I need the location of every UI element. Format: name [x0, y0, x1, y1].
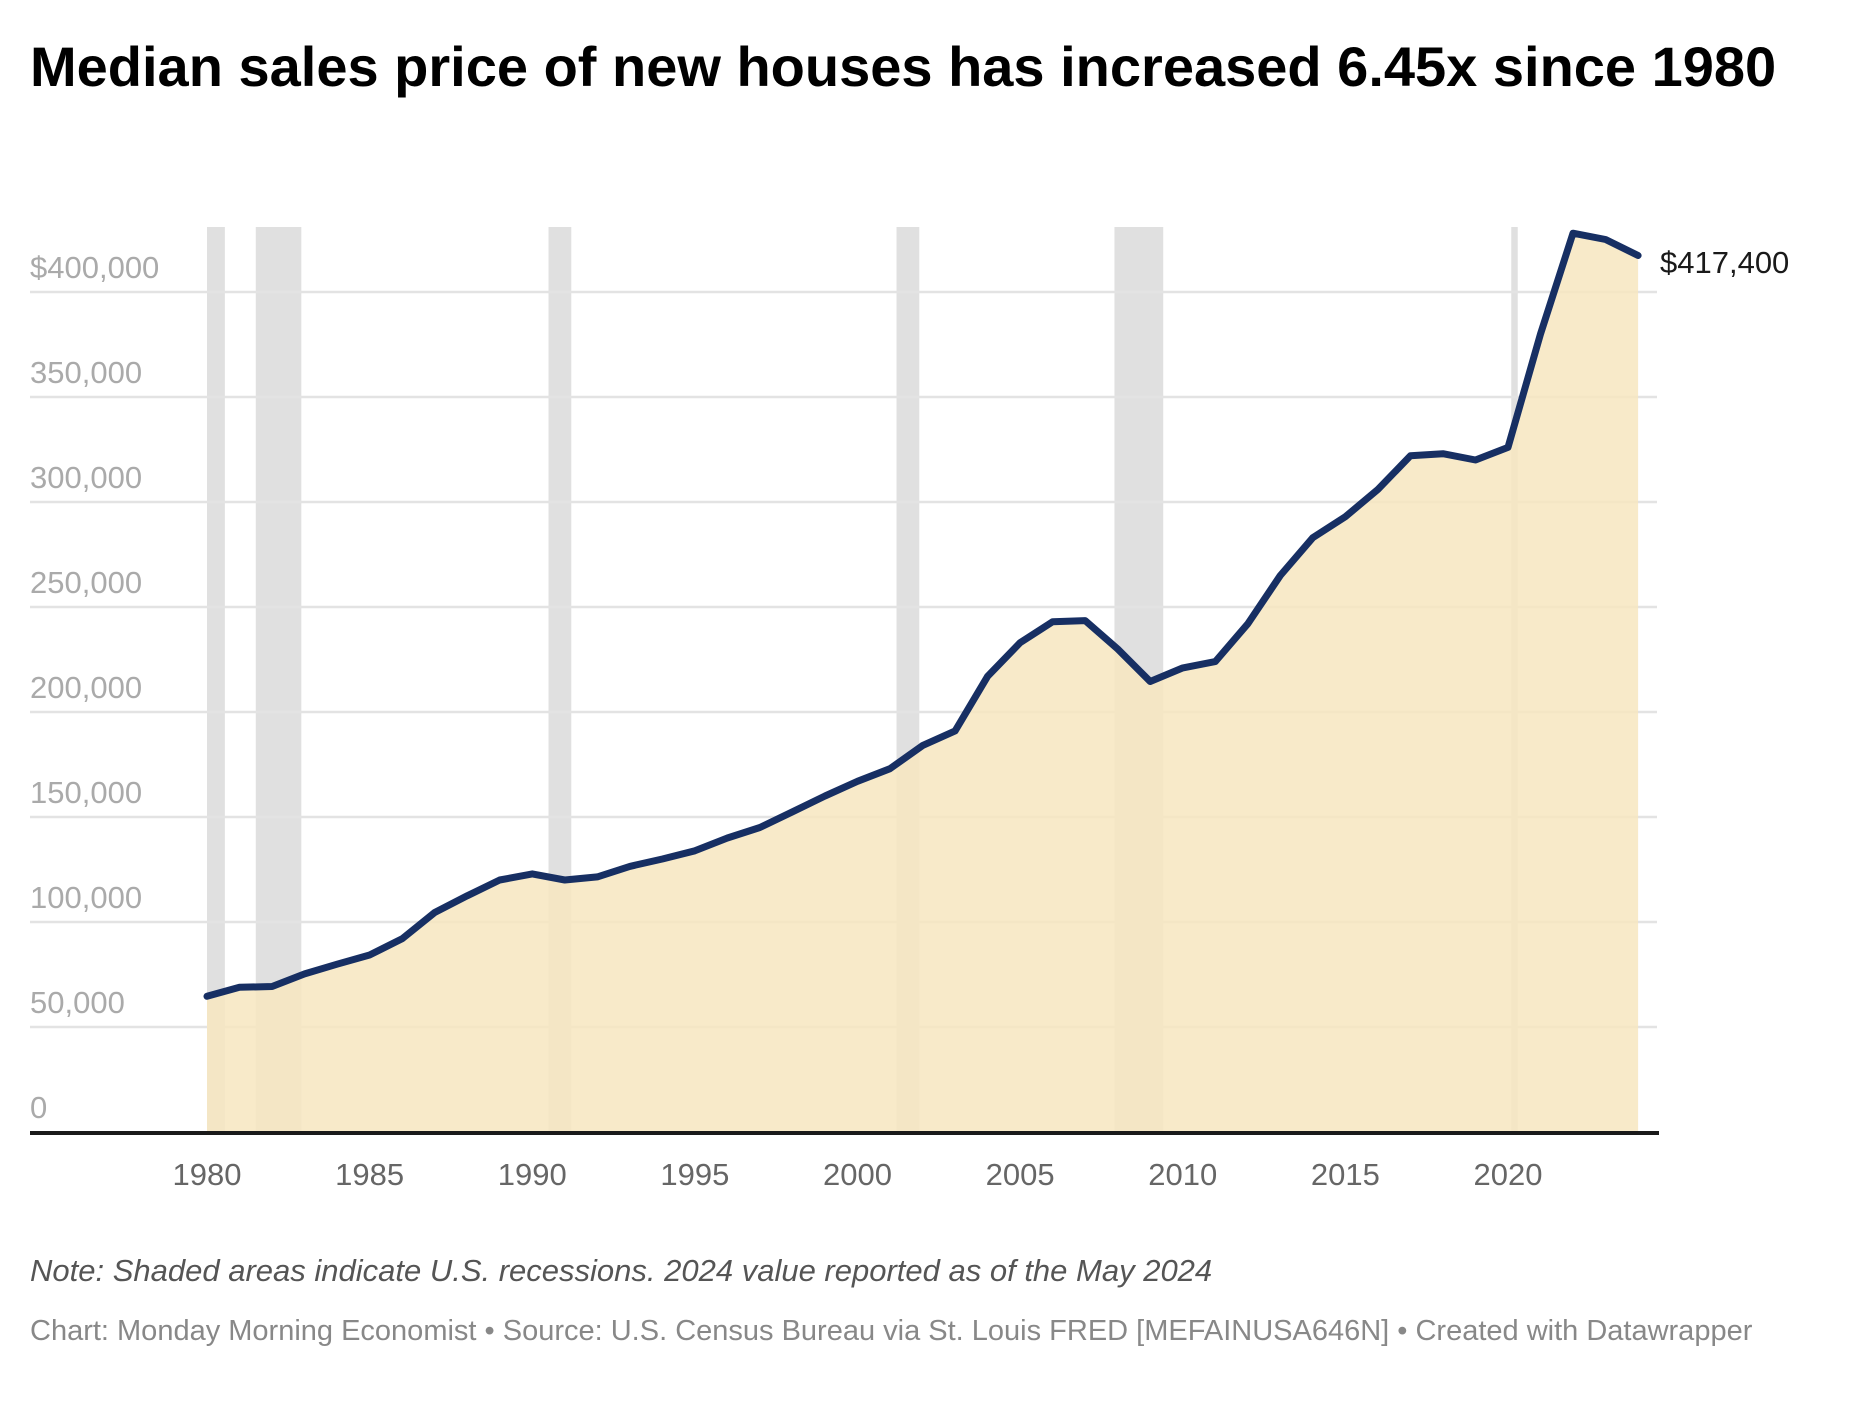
area-fill-shape [207, 233, 1639, 1132]
x-tick-label: 2020 [1474, 1157, 1543, 1192]
chart-credit: Chart: Monday Morning Economist • Source… [30, 1315, 1753, 1347]
end-value-label: $417,400 [1660, 245, 1789, 280]
chart-title: Median sales price of new houses has inc… [30, 35, 1777, 98]
x-tick-label: 1980 [173, 1157, 242, 1192]
y-tick-label: 200,000 [30, 670, 142, 705]
y-tick-label: 250,000 [30, 565, 142, 600]
recession-band [207, 227, 225, 1132]
x-tick-label: 2015 [1311, 1157, 1380, 1192]
x-tick-label: 2000 [823, 1157, 892, 1192]
y-tick-label: 100,000 [30, 880, 142, 915]
y-tick-label: 300,000 [30, 460, 142, 495]
x-tick-label: 1990 [498, 1157, 567, 1192]
x-tick-label: 1985 [335, 1157, 404, 1192]
x-tick-label: 2010 [1148, 1157, 1217, 1192]
x-tick-label: 1995 [660, 1157, 729, 1192]
y-tick-label: 0 [30, 1090, 47, 1125]
y-tick-label: 350,000 [30, 355, 142, 390]
series-line [203, 229, 1642, 1000]
y-axis-labels: 0 50,000 100,000 150,000 200,000 250,000 300,0… [30, 250, 159, 1125]
area-fill [207, 233, 1639, 1132]
y-tick-label: $400,000 [30, 250, 159, 285]
chart-note: Note: Shaded areas indicate U.S. recessi… [30, 1253, 1213, 1288]
y-tick-label: 150,000 [30, 775, 142, 810]
y-tick-label: 50,000 [30, 985, 125, 1020]
x-axis-labels: 1980 1985 1990 1995 2000 2005 2010 2015 2020 [173, 1157, 1543, 1192]
x-tick-label: 2005 [986, 1157, 1055, 1192]
